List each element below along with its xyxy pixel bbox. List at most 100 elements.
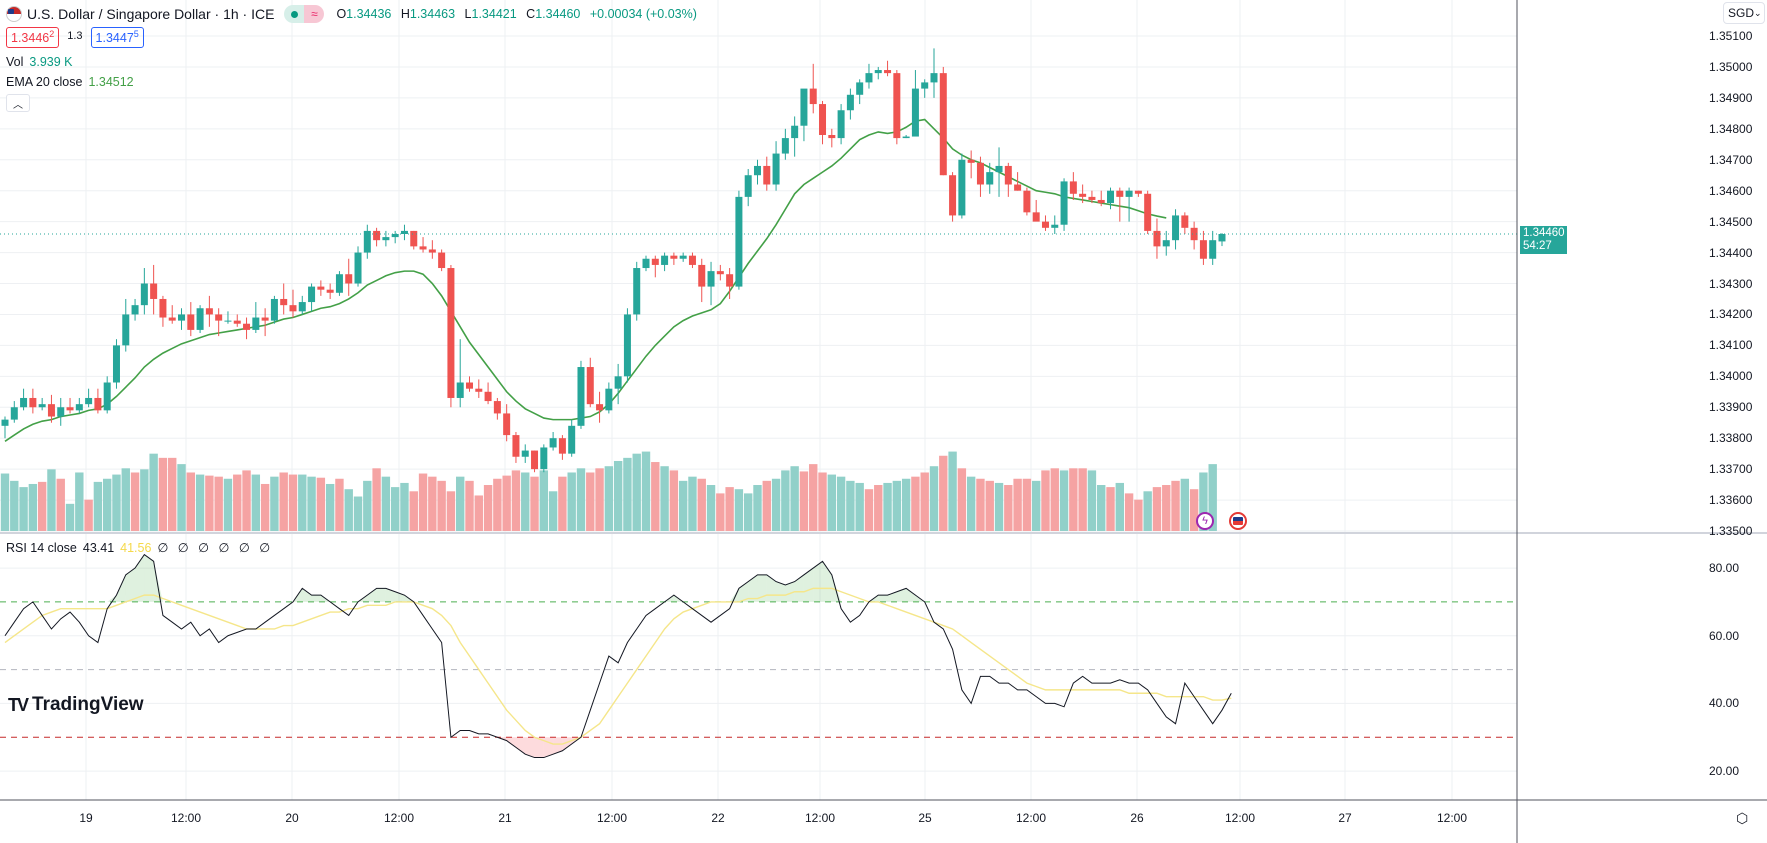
candle-body bbox=[196, 308, 204, 330]
rsi-overbought-fill bbox=[135, 554, 145, 602]
candle-body bbox=[1199, 240, 1207, 259]
price-tick-label: 1.34000 bbox=[1709, 369, 1753, 384]
us-economic-event-icon[interactable] bbox=[1229, 512, 1247, 530]
volume-bar bbox=[994, 482, 1004, 531]
rsi-overbought-fill bbox=[896, 588, 907, 602]
rsi-overbought-fill bbox=[107, 595, 117, 602]
time-tick-label: 25 bbox=[918, 811, 932, 825]
volume-bar bbox=[418, 473, 428, 531]
volume-bar bbox=[883, 482, 892, 531]
rsi-overbought-fill bbox=[831, 574, 842, 602]
sell-price: 1.3446 bbox=[11, 31, 50, 46]
candle-body bbox=[85, 397, 93, 405]
sell-button[interactable]: 1.34462 bbox=[6, 27, 60, 48]
candle-body bbox=[1162, 240, 1170, 247]
change-value: +0.00034 (+0.03%) bbox=[589, 7, 697, 21]
volume-bar bbox=[177, 464, 186, 531]
volume-bar bbox=[1162, 485, 1171, 531]
rsi-overbought-fill bbox=[748, 574, 758, 602]
volume-bar bbox=[558, 476, 567, 531]
open-label: O bbox=[336, 7, 347, 21]
volume-bar bbox=[623, 457, 632, 531]
volume-bar bbox=[158, 457, 168, 531]
volume-bar bbox=[1199, 472, 1208, 531]
candle-body bbox=[614, 376, 622, 389]
currency-selector[interactable]: SGD ⌄ bbox=[1723, 2, 1765, 24]
rsi-legend[interactable]: RSI 14 close 43.41 41.56 ∅ ∅ ∅ ∅ ∅ ∅ bbox=[6, 540, 273, 556]
volume-bar bbox=[1124, 493, 1134, 531]
candle-body bbox=[280, 298, 288, 306]
logo-text: TradingView bbox=[32, 694, 144, 715]
candle-body bbox=[949, 175, 957, 216]
tradingview-logo[interactable]: TV TradingView bbox=[8, 694, 144, 716]
volume-bar bbox=[344, 489, 353, 531]
settings-icon[interactable]: ⬡ bbox=[1736, 810, 1749, 826]
candle-body bbox=[243, 323, 251, 330]
candle-body bbox=[391, 234, 399, 238]
candle-body bbox=[131, 305, 139, 315]
chart-legend: U.S. Dollar / Singapore Dollar · 1h · IC… bbox=[6, 4, 703, 112]
delayed-data-icon: ≈ bbox=[304, 5, 325, 23]
candle-body bbox=[298, 302, 306, 312]
volume-bar bbox=[400, 482, 409, 531]
candle-body bbox=[187, 314, 195, 330]
time-tick-label: 22 bbox=[711, 811, 725, 825]
volume-bar bbox=[381, 476, 391, 531]
rsi-oversold-fill bbox=[562, 737, 572, 751]
volume-bar bbox=[409, 491, 418, 531]
open-value: 1.34436 bbox=[346, 7, 392, 21]
volume-bar bbox=[446, 491, 456, 531]
time-tick-label: 26 bbox=[1130, 811, 1144, 825]
volume-bar bbox=[753, 485, 762, 531]
volume-bar bbox=[1087, 470, 1097, 531]
volume-bar bbox=[576, 468, 586, 531]
buy-button[interactable]: 1.34475 bbox=[90, 27, 144, 48]
candle-body bbox=[57, 407, 65, 417]
rsi-oversold-fill bbox=[525, 737, 535, 758]
ema-legend[interactable]: EMA 20 close 1.34512 bbox=[6, 72, 703, 92]
rsi-label: RSI 14 close bbox=[6, 540, 77, 555]
candle-body bbox=[410, 230, 418, 247]
volume-bar bbox=[1031, 480, 1041, 531]
candle-body bbox=[605, 388, 613, 411]
volume-bar bbox=[911, 476, 920, 531]
volume-bar bbox=[948, 451, 957, 531]
volume-bar bbox=[632, 453, 641, 531]
candle-body bbox=[1181, 215, 1189, 228]
volume-bar bbox=[846, 480, 855, 531]
price-tick-label: 1.34100 bbox=[1709, 338, 1753, 353]
volume-bar bbox=[827, 474, 837, 531]
volume-bar bbox=[1097, 485, 1106, 531]
volume-bar bbox=[929, 466, 939, 531]
candle-body bbox=[716, 271, 724, 275]
candle-body bbox=[921, 82, 929, 89]
volume-bar bbox=[762, 480, 771, 531]
volume-bar bbox=[521, 472, 530, 531]
symbol-title[interactable]: U.S. Dollar / Singapore Dollar · 1h · IC… bbox=[27, 6, 275, 22]
candle-body bbox=[512, 435, 520, 457]
candle-body bbox=[484, 391, 492, 402]
candle-body bbox=[150, 283, 158, 299]
volume-bar bbox=[595, 468, 604, 531]
volume-bar bbox=[223, 478, 233, 531]
candle-body bbox=[735, 196, 743, 287]
market-status[interactable]: ≈ bbox=[284, 5, 325, 23]
candle-body bbox=[1069, 181, 1077, 194]
candle-body bbox=[1079, 193, 1087, 197]
volume-legend[interactable]: Vol 3.939 K bbox=[6, 52, 703, 72]
time-tick-label: 12:00 bbox=[1015, 811, 1047, 825]
candle-body bbox=[521, 450, 529, 457]
volume-bar bbox=[390, 487, 400, 531]
volume-bar bbox=[195, 474, 205, 531]
price-tick-label: 1.34700 bbox=[1709, 152, 1753, 167]
last-price-label: 1.34460 54:27 bbox=[1520, 226, 1567, 254]
volume-bar bbox=[372, 468, 381, 531]
collapse-legend-button[interactable]: ︿ bbox=[6, 94, 30, 112]
lightning-event-icon[interactable]: ϟ bbox=[1196, 512, 1214, 530]
volume-bar bbox=[483, 485, 493, 531]
high-value: 1.34463 bbox=[409, 7, 456, 21]
last-price-value: 1.34460 bbox=[1523, 227, 1565, 239]
volume-bar bbox=[660, 466, 669, 531]
candle-body bbox=[233, 320, 241, 324]
